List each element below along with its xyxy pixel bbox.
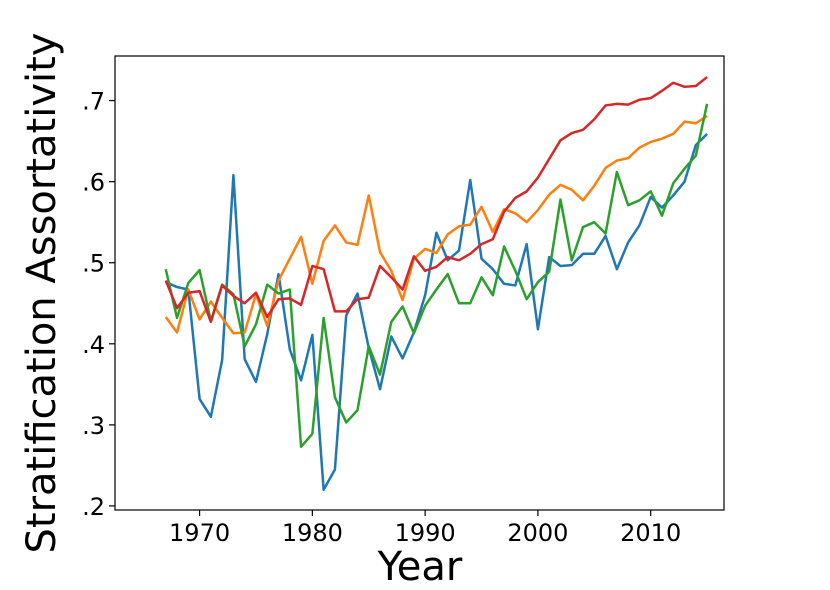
plot-frame (114, 55, 725, 511)
y-tick-label: .7 (82, 88, 105, 116)
x-tick-label: 1990 (395, 519, 456, 547)
y-tick-label: .5 (82, 250, 105, 278)
y-tick-label: .2 (82, 493, 105, 521)
series-line-4 (164, 76, 708, 324)
y-tick-label: .3 (82, 412, 105, 440)
y-tick-label: .6 (82, 169, 105, 197)
x-axis-ticks: 1970 1980 1990 2000 2010 (169, 510, 681, 547)
x-tick-label: 1980 (282, 519, 343, 547)
x-tick-label: 2010 (620, 519, 681, 547)
x-axis-title: Year (377, 544, 463, 590)
y-axis-ticks: .2 .3 .4 .5 .6 .7 (82, 88, 115, 521)
y-tick-label: .4 (82, 331, 105, 359)
series-line-3 (164, 103, 709, 449)
x-tick-label: 2000 (507, 519, 568, 547)
series-layer (164, 76, 709, 491)
series-line-1 (165, 132, 708, 491)
y-axis-title: Stratification Assortativity (19, 33, 65, 554)
x-tick-label: 1970 (169, 519, 230, 547)
